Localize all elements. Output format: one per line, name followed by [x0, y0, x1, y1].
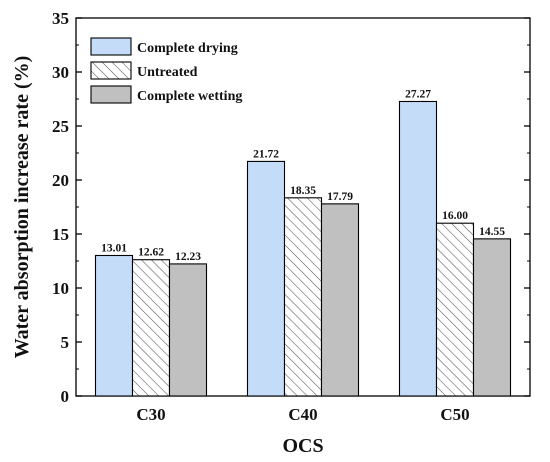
bar [168, 263, 208, 397]
bar-data-label: 16.00 [442, 210, 468, 222]
y-tick-label: 20 [52, 171, 69, 190]
y-tick-label: 5 [61, 333, 70, 352]
legend-swatch [90, 61, 132, 80]
y-axis-title: Water absorption increase rate (%) [11, 56, 33, 359]
bar [131, 259, 171, 397]
x-tick-label: C50 [440, 405, 469, 424]
x-axis-title: OCS [282, 435, 323, 457]
y-tick-label: 0 [61, 387, 70, 406]
y-tick-label: 10 [52, 279, 69, 298]
x-tick-label: C30 [136, 405, 165, 424]
y-tick-label: 30 [52, 63, 69, 82]
bar [472, 238, 512, 397]
legend-label: Complete drying [137, 41, 238, 56]
x-tick-label: C40 [288, 405, 317, 424]
legend-swatch [90, 37, 132, 56]
bar-data-label: 27.27 [405, 88, 431, 100]
bar-data-label: 18.35 [290, 185, 316, 197]
bar [246, 160, 286, 397]
x-axis: C30 C40 C50 [136, 390, 470, 424]
bar-series-group: 13.01 12.62 12.23 21.72 18.35 17.79 27.27 16.00… [94, 88, 512, 397]
bar [283, 197, 323, 397]
legend-label: Untreated [137, 65, 198, 80]
bar-data-label: 17.79 [327, 191, 353, 203]
bar-data-label: 13.01 [101, 242, 127, 254]
bar [435, 222, 475, 397]
bar [398, 100, 438, 397]
bar [94, 254, 134, 397]
legend-swatch [90, 85, 132, 104]
bar-data-label: 14.55 [479, 226, 505, 238]
bar-data-label: 12.62 [138, 247, 164, 259]
y-tick-label: 25 [52, 117, 69, 136]
legend-label: Complete wetting [137, 89, 242, 104]
y-tick-label: 15 [52, 225, 69, 244]
y-axis: 0 5 10 15 20 25 30 35 [52, 9, 530, 406]
legend: Complete drying Untreated Complete wetting [90, 37, 242, 104]
bar [320, 203, 360, 397]
bar-data-label: 21.72 [253, 148, 279, 160]
y-tick-label: 35 [52, 9, 69, 28]
bar-data-label: 12.23 [175, 251, 201, 263]
